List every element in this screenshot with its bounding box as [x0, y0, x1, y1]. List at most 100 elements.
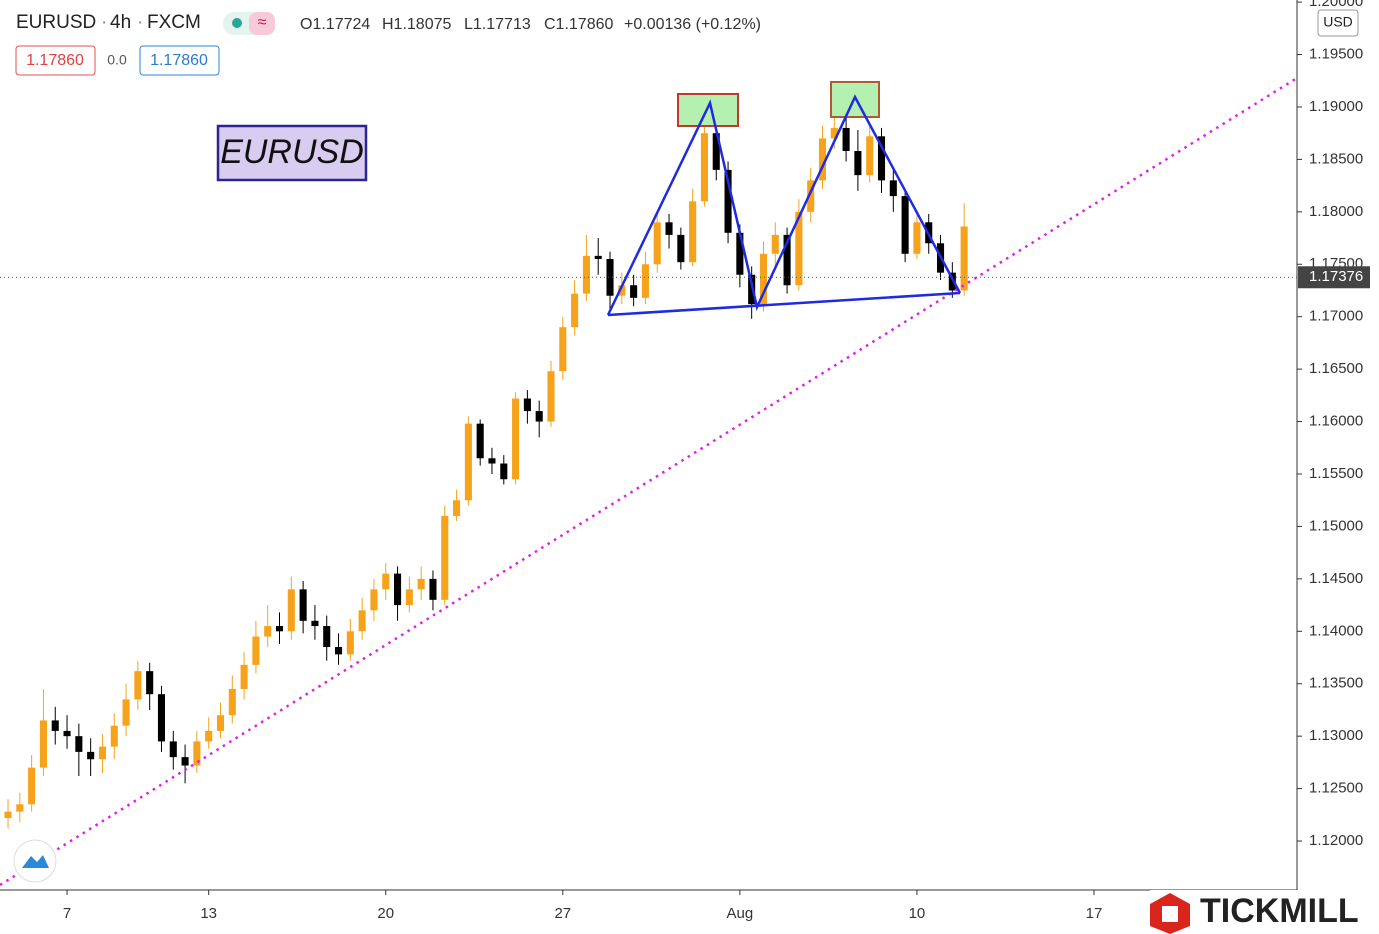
candle-body	[736, 232, 744, 275]
candle-body	[252, 636, 260, 665]
candle-body	[75, 736, 83, 752]
y-tick-label: 1.14500	[1309, 570, 1363, 587]
candle-body	[665, 222, 673, 235]
candle-body	[653, 222, 661, 265]
x-tick-label: 7	[63, 905, 71, 922]
candle-body	[877, 136, 886, 181]
candle-body	[87, 751, 95, 760]
candle-body	[4, 811, 12, 818]
candle-body	[299, 589, 307, 621]
candle-body	[394, 573, 402, 606]
interval: 4h	[110, 12, 131, 33]
candle-body	[783, 234, 791, 286]
candle-body	[275, 626, 284, 632]
candle-body	[889, 180, 897, 197]
candle-body	[181, 757, 189, 766]
candle-body	[582, 255, 590, 294]
y-tick-label: 1.19500	[1309, 45, 1363, 62]
candle-body	[594, 255, 602, 260]
sell-price[interactable]: 1.17860	[26, 52, 84, 69]
buy-button[interactable]	[139, 45, 220, 76]
candle-body	[748, 274, 756, 305]
buy-price[interactable]: 1.17860	[150, 52, 208, 69]
separator: ·	[137, 12, 143, 33]
candle-body	[901, 196, 909, 254]
candle-body	[830, 127, 838, 139]
candle-body	[677, 234, 685, 263]
candle-body	[429, 578, 437, 600]
candle-body	[606, 259, 614, 296]
candle-body	[405, 589, 413, 606]
candle-body	[807, 180, 815, 212]
currency-box[interactable]	[1317, 9, 1359, 37]
candle-body	[641, 264, 649, 298]
spread: 0.0	[107, 52, 127, 68]
candle-body	[795, 211, 803, 286]
candle-body	[134, 671, 142, 700]
candle-body	[630, 285, 638, 298]
y-tick-label: 1.14000	[1309, 622, 1363, 639]
candle-body	[535, 411, 543, 422]
candle-body	[464, 423, 472, 501]
x-tick-label: 17	[1086, 905, 1103, 922]
y-tick-label: 1.12000	[1309, 832, 1363, 849]
candle-body	[334, 647, 343, 655]
candle-body	[146, 671, 154, 695]
sell-button[interactable]	[15, 45, 96, 76]
candle-body	[240, 664, 248, 689]
ohlc-open: O1.17724	[300, 16, 370, 33]
candle-body	[453, 500, 461, 516]
pattern-line	[606, 94, 962, 316]
candle-body	[854, 151, 862, 176]
candle-body	[571, 293, 579, 328]
ohlc-high: H1.18075	[382, 16, 451, 33]
currency[interactable]: USD	[1323, 14, 1353, 30]
candle-body	[960, 226, 968, 291]
candle-body	[63, 730, 71, 737]
last-price-box	[1298, 266, 1370, 289]
y-tick-label: 1.18000	[1309, 203, 1363, 220]
candle-body	[28, 767, 36, 805]
top-marker	[830, 81, 880, 118]
y-tick-label: 1.15000	[1309, 517, 1363, 534]
candle-body	[98, 746, 106, 760]
y-tick-label: 1.20000	[1309, 0, 1363, 10]
y-tick-label: 1.18500	[1309, 150, 1363, 167]
ohlc-low: L1.17713	[464, 16, 531, 33]
candle-body	[618, 285, 626, 296]
x-tick-label: 10	[909, 905, 926, 922]
candle-body	[323, 626, 331, 648]
y-tick-label: 1.13000	[1309, 727, 1363, 744]
neckline	[607, 291, 961, 317]
brand: TICKMILL	[1200, 892, 1359, 930]
candle-body	[216, 715, 225, 731]
source: FXCM	[147, 12, 201, 33]
candle-body	[51, 720, 59, 731]
candle-body	[842, 127, 850, 152]
logo-icon	[22, 855, 49, 868]
candle-body	[110, 725, 118, 747]
y-tick-label: 1.12500	[1309, 780, 1363, 797]
candle-body	[559, 327, 567, 372]
candle-body	[523, 398, 531, 412]
candle-body	[771, 234, 779, 254]
candle-body	[500, 463, 508, 480]
candle-body	[287, 589, 295, 632]
y-tick-label: 1.17000	[1309, 308, 1363, 325]
candle-body	[417, 578, 425, 590]
candle-body	[818, 138, 827, 181]
candle-body	[370, 589, 378, 611]
top-marker	[677, 93, 739, 127]
y-tick-label: 1.15500	[1309, 465, 1363, 482]
status-dot	[232, 18, 242, 28]
candle-body	[712, 133, 720, 170]
candle-body	[724, 169, 732, 233]
candle-body	[311, 620, 319, 627]
delay-icon[interactable]	[249, 12, 275, 35]
candle-body	[689, 201, 697, 263]
y-tick-label: 1.13500	[1309, 675, 1363, 692]
candle-body	[547, 371, 555, 422]
annotation: EURUSD	[220, 133, 364, 171]
candle-body	[205, 730, 213, 742]
